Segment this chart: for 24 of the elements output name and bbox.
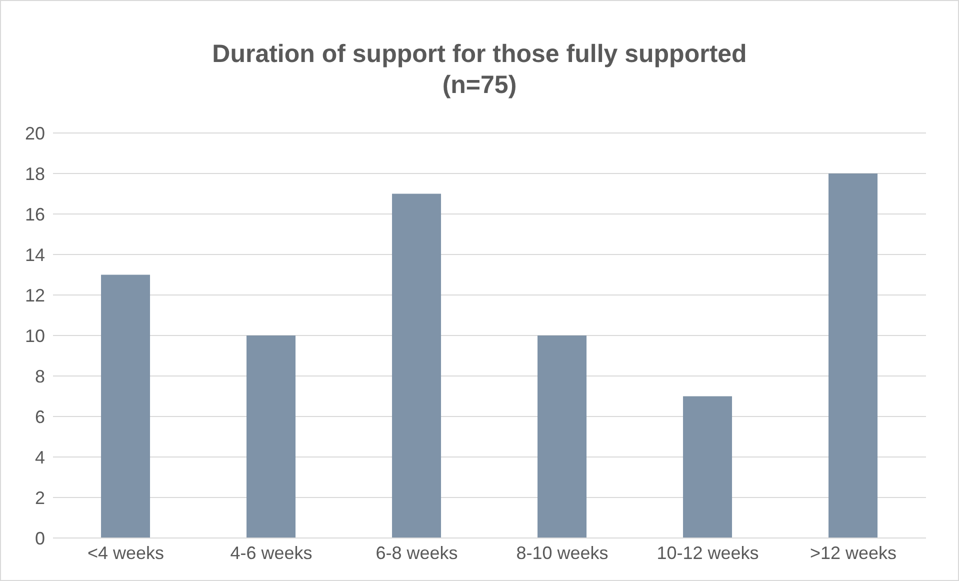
- bar: [246, 336, 296, 538]
- y-tick-label: 8: [34, 366, 45, 386]
- y-tick-label: 16: [24, 204, 45, 224]
- chart-title: Duration of support for those fully supported (n=75): [211, 39, 748, 101]
- y-tick-label: 2: [34, 488, 45, 508]
- x-tick-label: 4-6 weeks: [230, 542, 312, 563]
- x-tick-label: 8-10 weeks: [516, 542, 608, 563]
- y-tick-label: 0: [34, 528, 45, 548]
- bar: [101, 274, 150, 538]
- bar: [683, 396, 732, 538]
- bar: [392, 194, 442, 538]
- y-tick-label: 18: [24, 164, 45, 184]
- x-tick-label: 10-12 weeks: [656, 542, 759, 563]
- y-tick-label: 6: [34, 406, 45, 427]
- bar: [828, 174, 878, 538]
- x-tick-label: >12 weeks: [810, 542, 897, 563]
- x-tick-label: 6-8 weeks: [376, 542, 458, 563]
- bar: [538, 336, 587, 538]
- y-tick-label: 4: [34, 447, 45, 468]
- y-tick-label: 14: [24, 244, 45, 265]
- x-tick-label: <4 weeks: [87, 542, 164, 563]
- y-tick-label: 12: [24, 285, 45, 306]
- y-tick-label: 10: [24, 326, 45, 346]
- y-tick-label: 20: [24, 123, 45, 144]
